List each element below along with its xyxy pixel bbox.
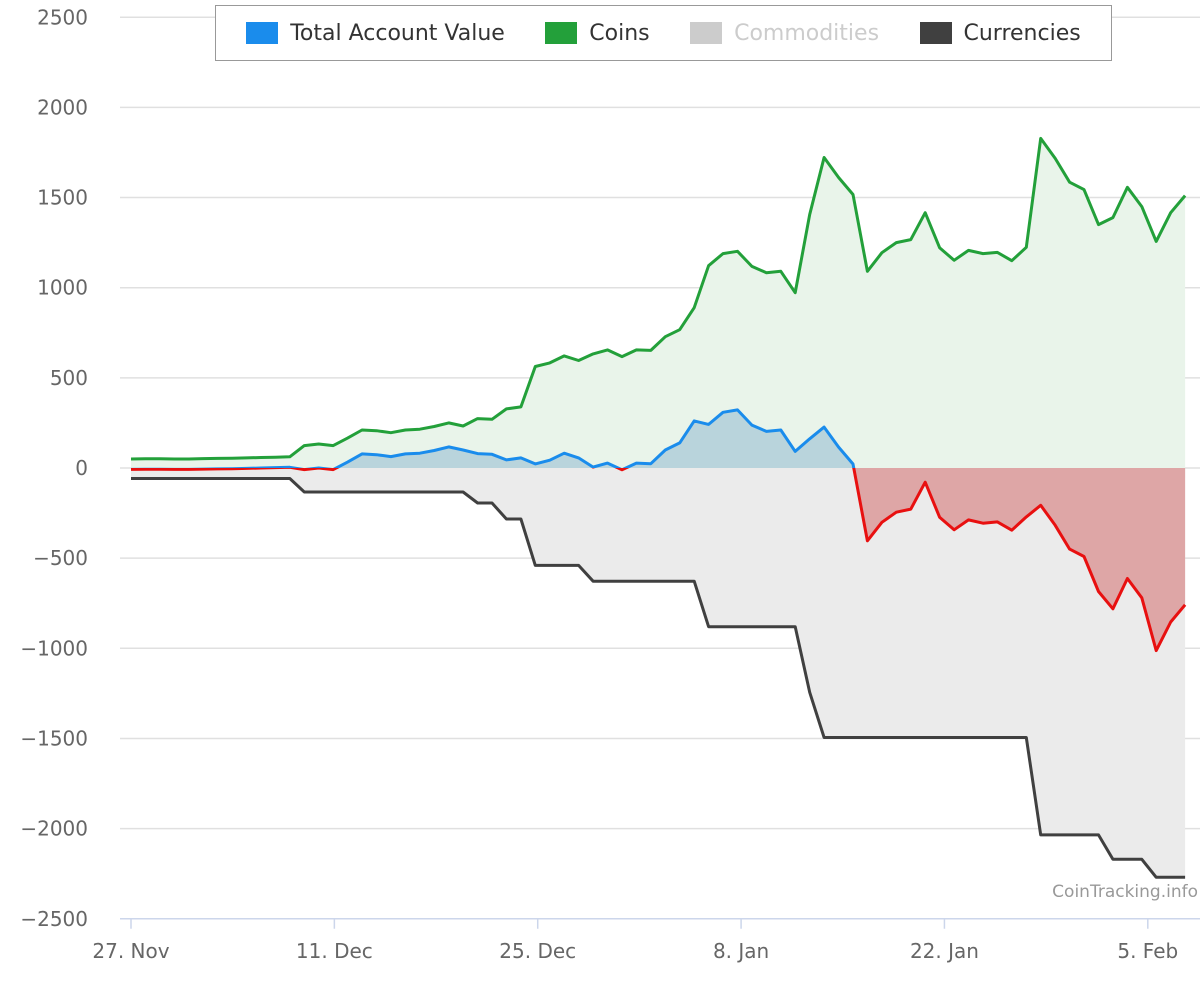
y-tick-label: −500 (33, 546, 88, 570)
y-tick-label: 0 (75, 456, 88, 480)
legend-item-coins[interactable]: Coins (545, 20, 650, 46)
currencies-line (131, 477, 1186, 879)
y-tick-label: −1500 (20, 726, 88, 750)
currencies-area (131, 468, 1186, 878)
total-line-negative (130, 468, 1187, 653)
legend-swatch (246, 22, 279, 44)
y-tick-label: 2000 (37, 95, 88, 119)
y-tick-label: 1000 (37, 276, 88, 300)
watermark: CoinTracking.info (1052, 882, 1198, 902)
x-tick-label: 22. Jan (910, 939, 979, 963)
legend-item-commodities[interactable]: Commodities (690, 21, 879, 46)
y-tick-label: 1500 (37, 186, 88, 210)
x-tick-label: 27. Nov (92, 939, 169, 963)
y-tick-label: 2500 (37, 5, 88, 29)
legend-swatch (690, 22, 723, 44)
legend: Total Account Value Coins Commodities Cu… (215, 5, 1112, 61)
legend-label: Currencies (963, 20, 1081, 46)
legend-item-currencies[interactable]: Currencies (919, 20, 1081, 46)
y-tick-label: 500 (50, 366, 88, 390)
x-tick-label: 5. Feb (1117, 939, 1178, 963)
y-tick-label: −2000 (20, 817, 88, 841)
x-tick-label: 11. Dec (296, 939, 373, 963)
total-line-positive (130, 408, 856, 468)
coins-area (131, 138, 1186, 468)
legend-swatch (545, 22, 578, 44)
legend-swatch (919, 22, 952, 44)
legend-label: Total Account Value (290, 20, 505, 46)
y-tick-label: −2500 (20, 907, 88, 931)
legend-label: Coins (589, 20, 650, 46)
coins-line (130, 136, 1187, 461)
x-tick-label: 25. Dec (499, 939, 576, 963)
total-area-negative (131, 468, 1186, 651)
legend-label: Commodities (734, 20, 880, 46)
x-tick-label: 8. Jan (713, 939, 769, 963)
legend-item-total-account-value[interactable]: Total Account Value (246, 21, 505, 46)
y-tick-label: −1000 (20, 636, 88, 660)
